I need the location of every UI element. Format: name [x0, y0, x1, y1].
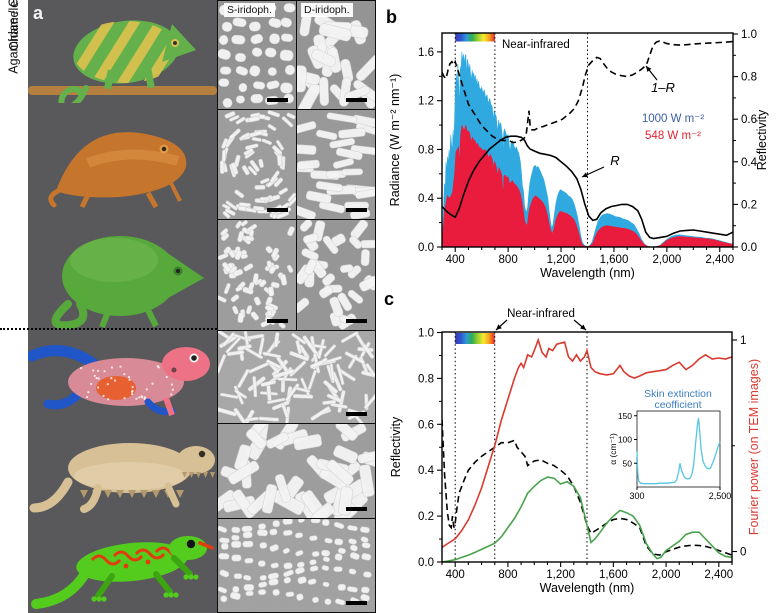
inset-y-tick: 150 — [618, 411, 632, 421]
right-tick-label: 0.6 — [741, 114, 757, 126]
x-tick-label: 2,400 — [704, 569, 733, 581]
x-tick-label: 400 — [446, 569, 465, 581]
series-R — [442, 135, 733, 240]
left-tick-label: 1.2 — [418, 96, 434, 108]
family-divider-dotted-line — [0, 328, 217, 330]
x-tick-label: 400 — [446, 254, 465, 266]
x-axis-title: Wavelength (nm) — [540, 266, 635, 280]
right-tick-label: 0.4 — [741, 157, 758, 169]
tem-chameleonidae2-s-iridophore-image — [217, 109, 297, 220]
tem-agama-iridophore-image — [217, 330, 376, 424]
x-tick-label: 1,600 — [599, 569, 628, 581]
series-reflectivity-green — [442, 476, 732, 562]
tem-column-header-d-iridophore: D-iridoph. — [301, 3, 353, 17]
inset-y-tick: 100 — [618, 435, 632, 445]
series-skin-extinction — [636, 418, 721, 485]
near-infrared-label: Near-infrared — [502, 39, 570, 51]
panel-c-label: c — [384, 289, 395, 309]
x-tick-label: 2,000 — [652, 569, 681, 581]
legend-548-W-m-: 548 W m⁻² — [645, 130, 701, 142]
right-tick-label: 0 — [740, 547, 746, 559]
x-tick-label: 1,600 — [600, 254, 629, 266]
inset-title-line2: ceofficient — [654, 399, 701, 411]
tem-bearded-dragon-iridophore-image — [217, 423, 376, 519]
panel-b-plot: 400 800 1,200 1,600 2,000 2,400 0.0 0.4 0.8 1.2 1.… — [388, 29, 769, 280]
tem-chameleonidae3-d-iridophore-image — [296, 219, 376, 331]
near-infrared-label: Near-infrared — [507, 308, 575, 320]
visible-spectrum-colorbar — [455, 333, 495, 344]
inset-x-tick: 2,500 — [709, 491, 732, 501]
left-tick-label: 0.2 — [418, 511, 434, 523]
left-tick-label: 1.6 — [418, 47, 434, 59]
photo-pygmy-chameleon — [48, 132, 187, 208]
right-tick-label: 0.0 — [741, 242, 757, 254]
left-tick-label: 0.8 — [418, 373, 434, 385]
left-tick-label: 0.8 — [418, 144, 434, 156]
left-tick-label: 0.0 — [418, 557, 434, 569]
left-tick-label: 0.0 — [418, 242, 434, 254]
x-tick-label: 1,200 — [546, 569, 575, 581]
right-tick-label: 0.8 — [741, 72, 757, 84]
right-axis-title: Reflectivity — [755, 109, 769, 170]
series-one-minus-R — [442, 40, 733, 144]
x-tick-label: 1,200 — [547, 254, 576, 266]
x-tick-label: 800 — [499, 254, 518, 266]
left-axis-title: Reflectivity — [389, 416, 403, 477]
panel-b-label: b — [386, 7, 397, 27]
series-reflectivity-dashed — [442, 419, 732, 556]
photo-veiled-chameleon — [28, 20, 217, 103]
inset-title-line1: Skin extinction — [644, 388, 712, 400]
panel-a-label: a — [33, 3, 44, 23]
tem-gecko-iridophore-image — [217, 518, 376, 613]
inset-y-axis-title: α (cm⁻¹) — [608, 433, 618, 465]
curve-label-1-minus-R: 1–R — [651, 80, 675, 95]
tem-chameleonidae3-s-iridophore-image — [217, 219, 297, 331]
x-tick-label: 2,400 — [705, 254, 734, 266]
visible-spectrum-colorbar — [455, 33, 495, 42]
left-axis-title: Radiance (W m⁻² nm⁻¹) — [388, 74, 402, 207]
left-tick-label: 0.6 — [418, 419, 434, 431]
inset-y-tick: 50 — [623, 458, 633, 468]
photo-rock-agama — [28, 345, 210, 416]
photo-bearded-dragon — [29, 443, 215, 513]
legend-1000-W-m-: 1000 W m⁻² — [642, 113, 704, 125]
photo-day-gecko — [31, 536, 214, 609]
right-tick-label: 1 — [740, 335, 746, 347]
right-tick-label: 0.2 — [741, 199, 757, 211]
tem-image-grid — [217, 0, 376, 613]
tem-chameleonidae2-d-iridophore-image — [296, 109, 376, 220]
right-tick-label: 1.0 — [741, 29, 757, 41]
tem-column-header-s-iridophore: S-iridoph. — [224, 3, 275, 17]
inset-x-tick: 300 — [629, 491, 644, 501]
left-tick-label: 0.4 — [418, 193, 435, 205]
tem-chameleonidae1-s-iridophore-image — [217, 0, 297, 110]
lizard-photo-column — [28, 0, 217, 613]
x-axis-title: Wavelength (nm) — [540, 581, 635, 595]
x-tick-label: 2,000 — [652, 254, 681, 266]
right-axis-title: Fourier power (on TEM images) — [747, 359, 761, 535]
family-label-agamidae-gekkonidae: Agamidae / Gekkonidae — [0, 0, 28, 74]
left-tick-label: 1.0 — [418, 328, 434, 340]
series-fourier-power — [442, 337, 732, 548]
curve-label-R: R — [610, 153, 619, 168]
series-solar-548 — [442, 124, 733, 247]
left-tick-label: 0.4 — [418, 465, 435, 477]
spectra-charts: 400 800 1,200 1,600 2,000 2,400 0.0 0.4 0.8 1.2 1.… — [388, 29, 769, 595]
photo-green-chameleon — [51, 236, 204, 330]
panel-c-plot: 400 800 1,200 1,600 2,000 2,400 0.0 0.2 0.4 0.6 0.… — [389, 308, 761, 595]
tem-chameleonidae1-d-iridophore-image — [296, 0, 376, 110]
x-tick-label: 800 — [498, 569, 517, 581]
skin-extinction-inset: 50 100 150 300 2,500 α (cm⁻¹) Skin extinctionc… — [608, 388, 731, 501]
family-label-text: Agamidae / Gekkonidae — [7, 0, 22, 74]
